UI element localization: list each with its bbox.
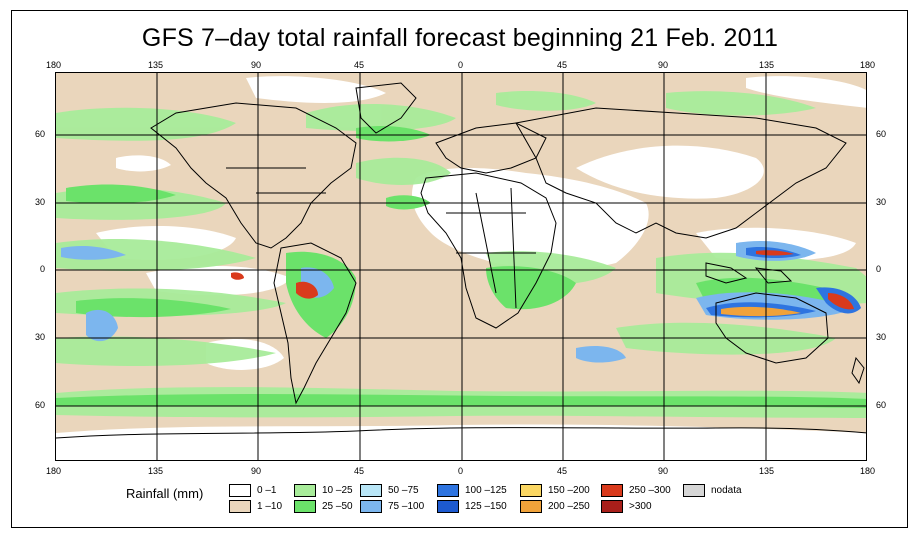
legend-label: 125 –150 — [465, 501, 507, 512]
legend-item: 150 –200 — [520, 484, 590, 497]
legend-swatch — [360, 484, 382, 497]
map-title: GFS 7–day total rainfall forecast beginn… — [141, 24, 779, 52]
legend-item: 50 –75 — [360, 484, 419, 497]
lon-top-tick: 90 — [251, 60, 262, 70]
legend-item: 100 –125 — [437, 484, 507, 497]
legend-label: 75 –100 — [388, 501, 425, 512]
legend-swatch — [601, 500, 623, 513]
legend-label: 150 –200 — [548, 485, 590, 496]
legend-label: 50 –75 — [388, 485, 419, 496]
lat-left-tick: 30 — [35, 332, 46, 342]
legend-swatch — [601, 484, 623, 497]
legend-swatch — [229, 484, 251, 497]
legend-label: 250 –300 — [629, 485, 671, 496]
legend-item: 10 –25 — [294, 484, 353, 497]
legend-swatch — [294, 500, 316, 513]
lon-top-tick: 45 — [557, 60, 568, 70]
legend-item: 0 –1 — [229, 484, 276, 497]
graticule — [56, 73, 866, 460]
lon-bottom-tick: 180 — [860, 466, 876, 476]
lon-bottom-tick: 0 — [458, 466, 464, 476]
legend-swatch — [437, 484, 459, 497]
lon-bottom-tick: 90 — [251, 466, 262, 476]
lon-top-tick: 45 — [354, 60, 365, 70]
lon-bottom-tick: 135 — [148, 466, 164, 476]
legend-label: 0 –1 — [257, 485, 277, 496]
legend-label: 25 –50 — [322, 501, 353, 512]
legend-item: 75 –100 — [360, 500, 424, 513]
legend-swatch — [229, 500, 251, 513]
legend-title: Rainfall (mm) — [126, 486, 204, 501]
lon-bottom-tick: 180 — [46, 466, 62, 476]
lat-right-tick: 0 — [876, 264, 882, 274]
legend-item: 200 –250 — [520, 500, 590, 513]
lat-right-tick: 60 — [876, 400, 887, 410]
lon-top-tick: 135 — [759, 60, 775, 70]
lon-bottom-tick: 45 — [557, 466, 568, 476]
legend-swatch — [683, 484, 705, 497]
legend-label: >300 — [629, 501, 652, 512]
lon-bottom-tick: 90 — [658, 466, 669, 476]
lon-top-tick: 180 — [46, 60, 62, 70]
legend-swatch — [360, 500, 382, 513]
lon-top-tick: 0 — [458, 60, 464, 70]
legend-item: 250 –300 — [601, 484, 671, 497]
lon-top-tick: 90 — [658, 60, 669, 70]
legend-label: 10 –25 — [322, 485, 353, 496]
legend-label: 100 –125 — [465, 485, 507, 496]
rainfall-map — [55, 72, 867, 461]
legend-label: 1 –10 — [257, 501, 283, 512]
legend-label: 200 –250 — [548, 501, 590, 512]
lat-left-tick: 60 — [35, 129, 46, 139]
lon-top-tick: 135 — [148, 60, 164, 70]
lon-bottom-tick: 135 — [759, 466, 775, 476]
lat-left-tick: 60 — [35, 400, 46, 410]
legend-swatch — [294, 484, 316, 497]
legend-item: 25 –50 — [294, 500, 353, 513]
lat-left-tick: 0 — [40, 264, 46, 274]
legend-label: nodata — [711, 485, 742, 496]
coastlines — [56, 82, 866, 439]
legend-swatch — [520, 500, 542, 513]
legend-swatch — [520, 484, 542, 497]
legend-swatch — [437, 500, 459, 513]
lat-right-tick: 30 — [876, 332, 887, 342]
lat-right-tick: 30 — [876, 197, 887, 207]
map-canvas — [56, 73, 866, 460]
legend-item: >300 — [601, 500, 652, 513]
lat-right-tick: 60 — [876, 129, 887, 139]
lon-top-tick: 180 — [860, 60, 876, 70]
legend-item: 125 –150 — [437, 500, 507, 513]
lon-bottom-tick: 45 — [354, 466, 365, 476]
legend-item: 1 –10 — [229, 500, 282, 513]
lat-left-tick: 30 — [35, 197, 46, 207]
legend-item: nodata — [683, 484, 742, 497]
